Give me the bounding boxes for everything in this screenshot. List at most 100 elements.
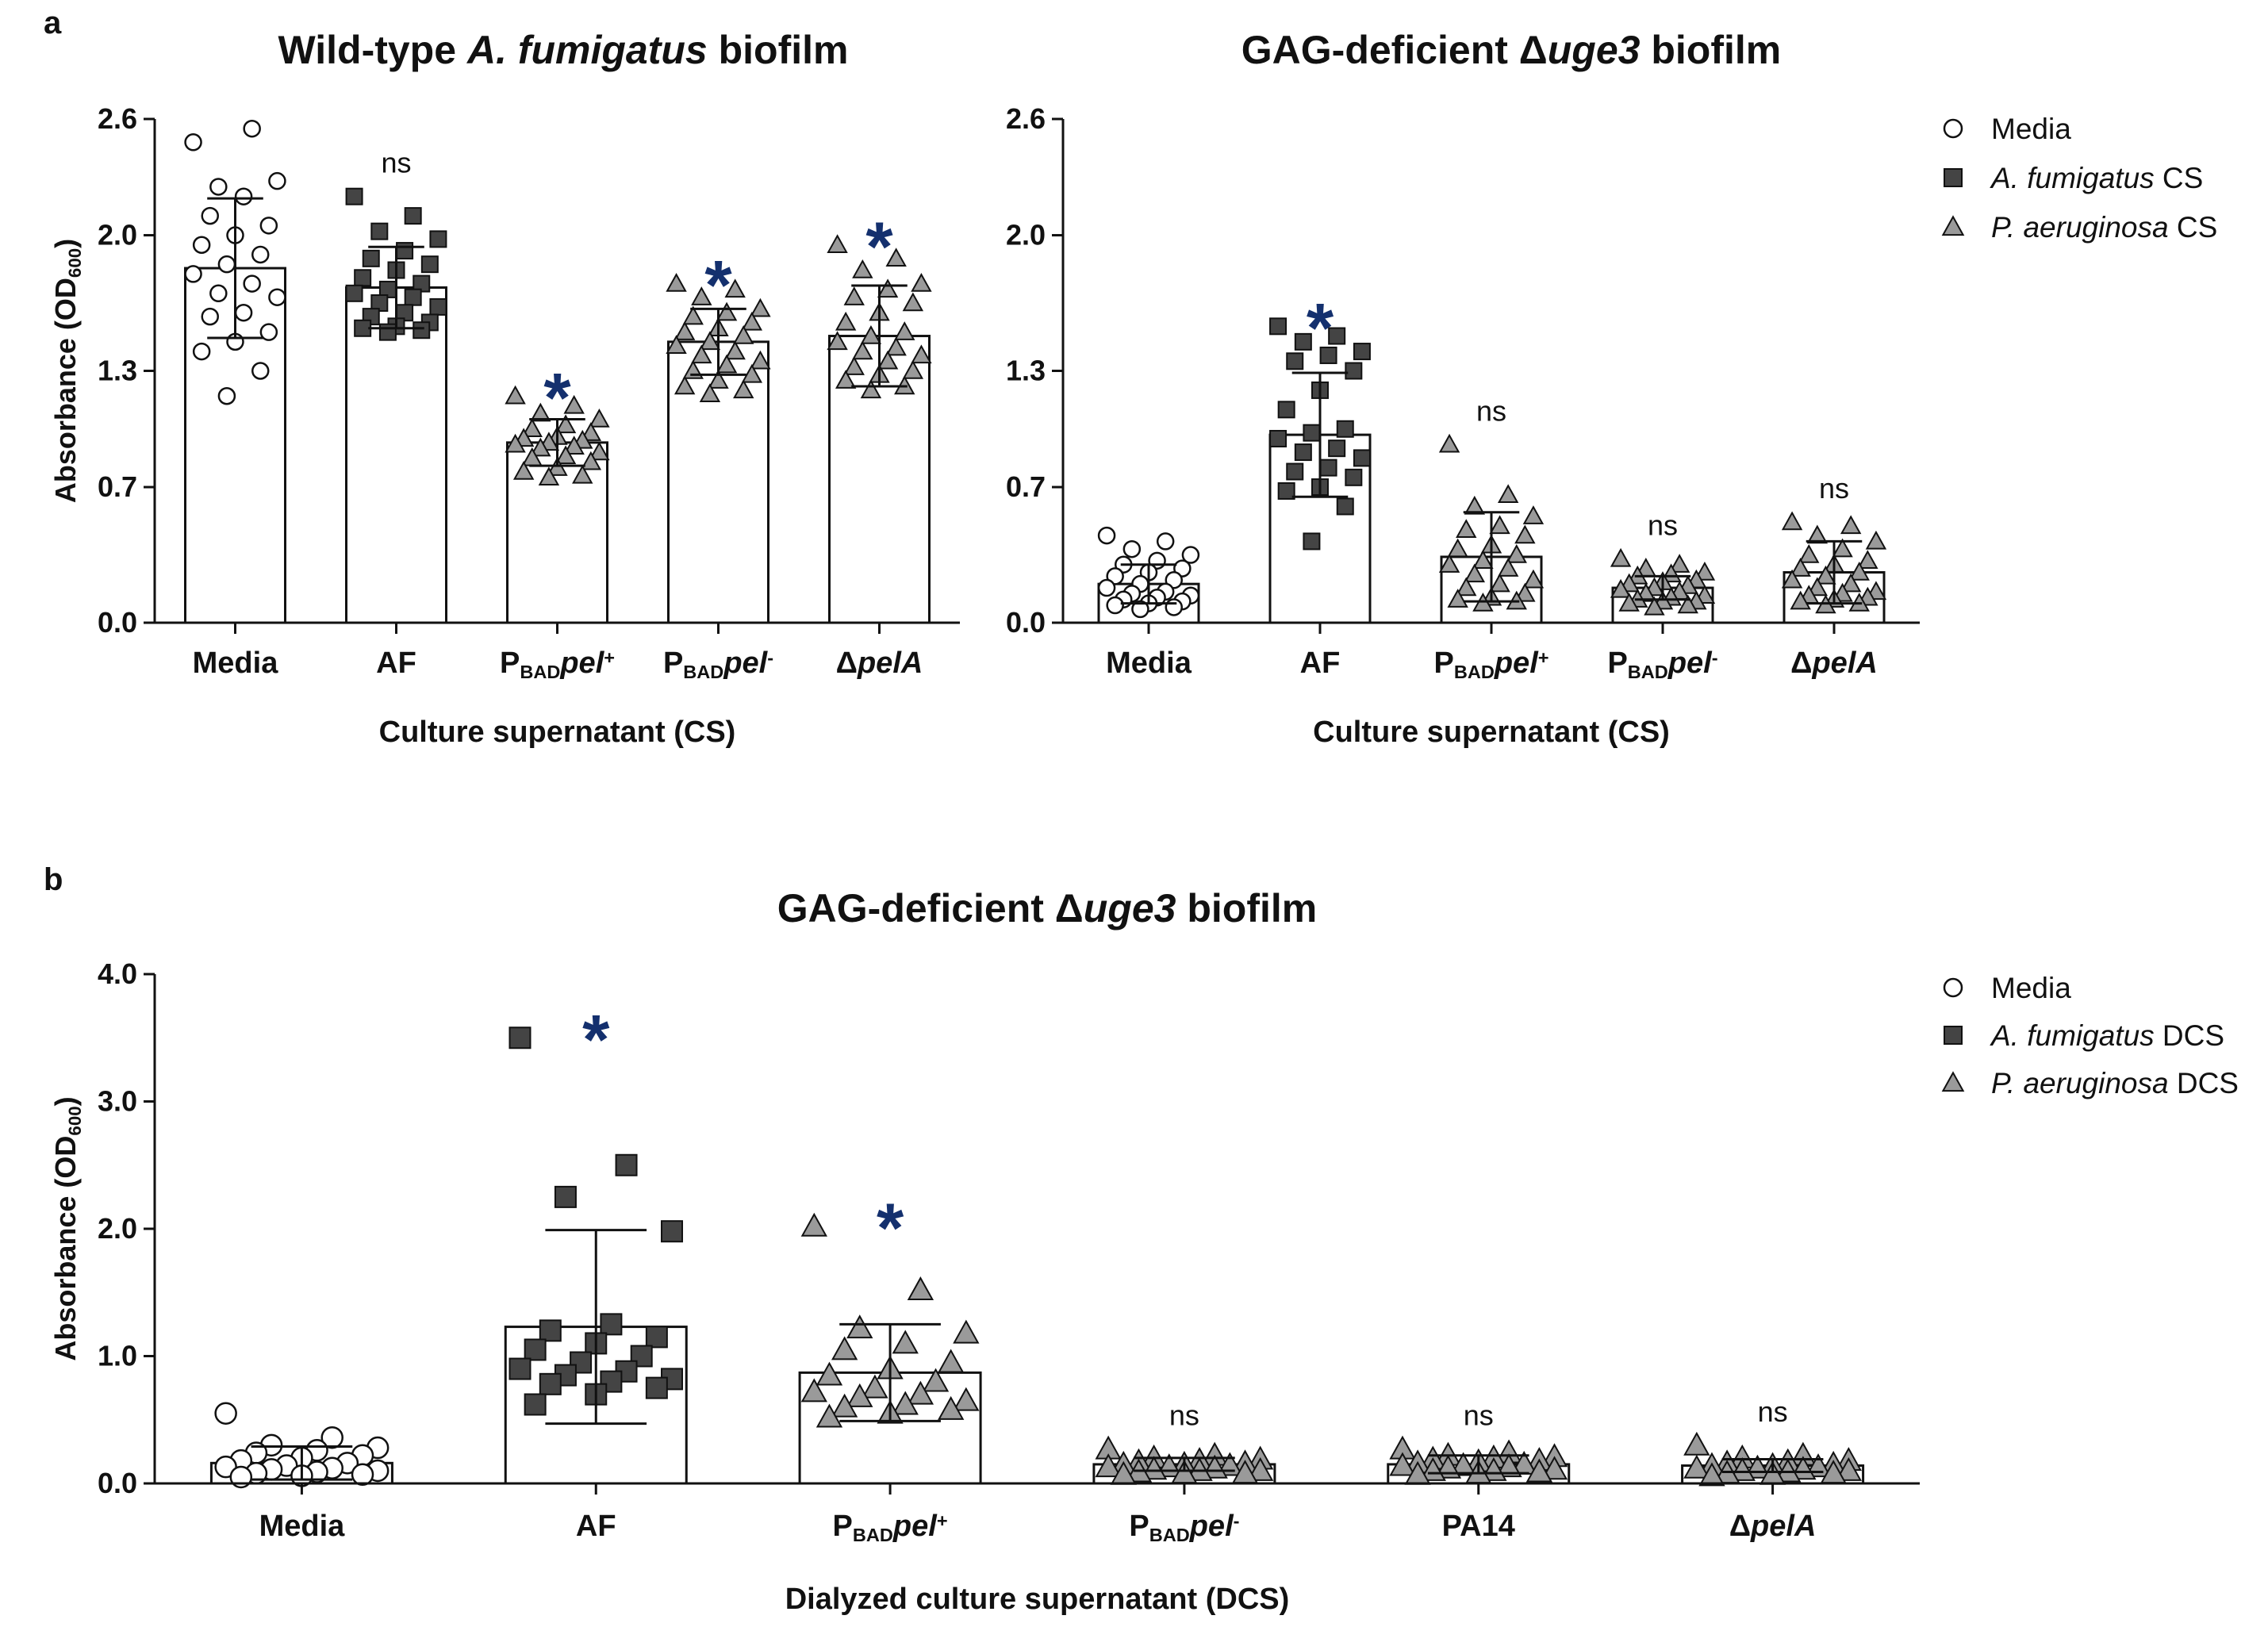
text-part: - (1234, 1510, 1240, 1531)
text-part: Δ (836, 647, 858, 680)
data-point (733, 379, 754, 399)
data-point (1106, 596, 1124, 615)
text-part: - (767, 647, 773, 668)
y-axis-label-end: ) (49, 1096, 82, 1106)
data-point (1790, 590, 1811, 610)
data-point (835, 370, 857, 389)
y-tick-label: 0.0 (98, 1467, 137, 1499)
data-point (741, 311, 763, 331)
data-point (892, 1391, 919, 1415)
data-point (192, 236, 211, 254)
x-tick-label: AF (1300, 647, 1341, 680)
text-part: AF (376, 647, 416, 680)
data-point (1269, 429, 1288, 447)
data-point (370, 222, 389, 240)
data-point (1449, 1452, 1477, 1476)
data-point (1683, 1454, 1710, 1479)
data-point (1456, 577, 1477, 597)
data-point (1489, 515, 1510, 535)
data-point (892, 1330, 919, 1354)
data-point (512, 460, 535, 480)
data-point (539, 1372, 562, 1395)
text-part: Media (259, 1510, 346, 1543)
y-tick-label: 0.0 (1006, 606, 1046, 639)
data-point (885, 336, 907, 356)
data-point (843, 286, 865, 305)
data-point (539, 1319, 562, 1342)
data-point (894, 321, 915, 340)
x-axis-label: Dialyzed culture supernatant (DCS) (785, 1583, 1290, 1616)
ns-label: ns (1758, 1395, 1788, 1428)
data-point (268, 288, 286, 306)
data-point (1095, 1453, 1122, 1478)
text-part: A. fumigatus (1990, 162, 2155, 194)
text-part: pelA (857, 647, 923, 680)
data-point (192, 342, 211, 361)
data-point (554, 1185, 577, 1208)
data-point (827, 234, 848, 253)
panel-label-b: b (44, 862, 63, 897)
x-tick-label: ΔpelA (836, 647, 923, 680)
data-point (259, 217, 278, 235)
data-point (1806, 577, 1829, 597)
text-part: + (937, 1510, 948, 1531)
significance-star: * (582, 1000, 610, 1078)
text-part: P (500, 647, 520, 680)
data-point (1319, 459, 1337, 477)
text-part: Media (1991, 972, 2071, 1004)
data-point (1181, 546, 1200, 564)
data-point (1840, 515, 1862, 535)
data-point (938, 1349, 965, 1373)
data-point (1781, 569, 1803, 589)
data-point (673, 375, 696, 395)
data-point (699, 331, 721, 351)
text-part: GAG-deficient Δ (1241, 28, 1548, 72)
data-point (922, 1368, 950, 1392)
data-point (815, 1361, 843, 1386)
y-tick-label: 2.0 (1006, 219, 1046, 251)
data-point (1644, 596, 1665, 616)
data-point (691, 286, 712, 305)
data-point (243, 119, 261, 138)
data-point (1294, 443, 1312, 462)
data-point (1541, 1456, 1568, 1480)
chart-title: Wild-type A. fumigatus biofilm (278, 28, 849, 72)
data-point (615, 1153, 638, 1176)
data-point (724, 278, 746, 298)
data-point (673, 321, 696, 340)
text-part: P. aeruginosa (1991, 211, 2169, 244)
data-point (1328, 439, 1346, 458)
text-part: BAD (1628, 662, 1668, 682)
x-tick-label: PBADpel+ (1433, 647, 1548, 682)
x-tick-label: Media (259, 1510, 346, 1543)
data-point (413, 321, 431, 340)
text-part: BAD (1149, 1525, 1190, 1545)
data-point (1514, 524, 1536, 544)
x-tick-label: PBADpel- (1607, 647, 1717, 682)
text-part: pelA (1750, 1510, 1816, 1543)
chart-uge3-biofilm-cs: GAG-deficient Δuge3 biofilm * ns ns ns 0.0 0.7… (1006, 28, 2217, 749)
text-part: BAD (853, 1525, 893, 1545)
data-point (404, 207, 422, 225)
legend-marker (1941, 1071, 1965, 1092)
text-part: DCS (2155, 1019, 2224, 1052)
data-point (1303, 424, 1321, 442)
data-point (691, 344, 712, 364)
data-point (209, 178, 228, 196)
data-point (351, 1463, 374, 1487)
text-part: AF (1300, 647, 1341, 680)
x-tick-label: AF (576, 1510, 616, 1543)
data-point (911, 273, 932, 292)
y-axis-label: Absorbance (OD600) (49, 1096, 85, 1360)
data-point (1277, 401, 1295, 419)
data-point (1668, 554, 1690, 573)
data-point (1328, 327, 1346, 345)
data-point (741, 363, 763, 383)
data-point (589, 408, 610, 428)
data-point (852, 340, 873, 360)
data-point (1790, 558, 1811, 577)
y-tick-label: 1.3 (98, 355, 137, 387)
data-point (1294, 332, 1312, 351)
legend-label: Media (1991, 972, 2071, 1004)
